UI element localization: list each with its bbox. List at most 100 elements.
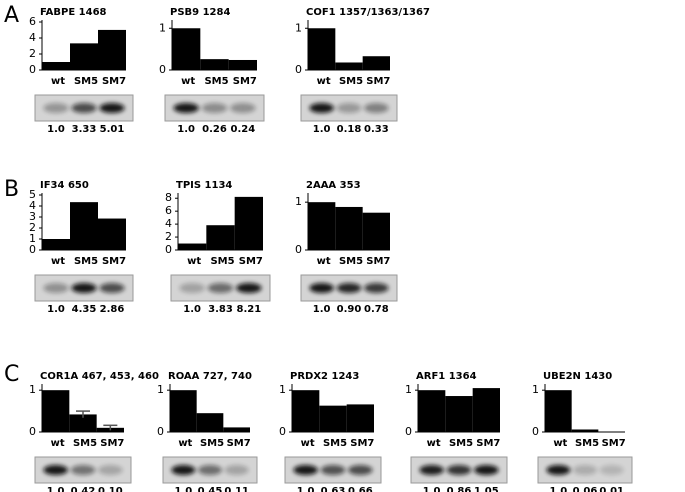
- x-tick-label: wt: [51, 76, 65, 87]
- y-tick-label: 6: [165, 204, 172, 217]
- y-tick-label: 8: [165, 191, 172, 204]
- value-label: 0.33: [364, 124, 389, 135]
- bar: [445, 396, 473, 432]
- value-label: 1.0: [313, 124, 331, 135]
- value-label: 1.0: [47, 304, 65, 315]
- value-label: 1.05: [474, 486, 499, 492]
- bar: [98, 29, 126, 71]
- section-label: B: [4, 177, 19, 202]
- bar: [335, 206, 363, 250]
- blot-band: [309, 103, 334, 113]
- x-tick-label: SM5: [210, 256, 234, 267]
- x-tick-label: wt: [181, 76, 195, 87]
- y-tick-label: 0: [295, 243, 302, 256]
- x-tick-label: wt: [51, 438, 65, 449]
- y-tick-label: 0: [29, 63, 36, 76]
- bar: [98, 218, 126, 250]
- y-tick-label: 1: [29, 232, 36, 245]
- blot-band: [43, 283, 69, 293]
- blot-band: [419, 465, 444, 475]
- bar: [545, 390, 572, 432]
- y-tick-label: 1: [295, 195, 302, 208]
- blot-band: [348, 465, 373, 475]
- bar: [223, 427, 250, 432]
- y-tick-label: 2: [165, 230, 172, 243]
- value-label: 1.0: [549, 486, 567, 492]
- blot-band: [309, 283, 334, 293]
- bar: [308, 28, 336, 70]
- y-tick-label: 0: [29, 243, 36, 256]
- blot-band: [70, 465, 96, 475]
- value-label: 1.0: [297, 486, 315, 492]
- y-tick-label: 4: [165, 217, 172, 230]
- bar: [362, 56, 390, 70]
- y-tick-label: 1: [29, 383, 36, 396]
- y-tick-label: 1: [405, 383, 412, 396]
- y-tick-label: 1: [159, 21, 166, 34]
- y-tick-label: 3: [29, 210, 36, 223]
- value-label: 1.0: [183, 304, 201, 315]
- chart-title: IF34 650: [40, 180, 89, 191]
- chart-title: COR1A 467, 453, 460: [40, 371, 159, 382]
- value-label: 0.26: [202, 124, 227, 135]
- bar: [42, 239, 70, 250]
- y-tick-label: 0: [279, 425, 286, 438]
- x-tick-label: wt: [301, 438, 315, 449]
- blot-band: [207, 283, 234, 293]
- blot-band: [43, 103, 69, 113]
- value-label: 0.90: [337, 304, 362, 315]
- x-tick-label: SM7: [102, 256, 126, 267]
- value-label: 1.0: [313, 304, 331, 315]
- bar: [319, 405, 347, 432]
- x-tick-label: SM5: [339, 256, 363, 267]
- x-tick-label: SM7: [100, 438, 124, 449]
- y-tick-label: 0: [405, 425, 412, 438]
- bar: [308, 202, 336, 250]
- chart-title: ROAA 727, 740: [168, 371, 252, 382]
- blot-band: [171, 465, 196, 475]
- blot-band: [198, 465, 222, 475]
- blot-band: [224, 465, 249, 475]
- x-tick-label: SM5: [200, 438, 224, 449]
- blot-band: [364, 103, 389, 113]
- x-tick-label: SM7: [233, 76, 257, 87]
- blot-band: [573, 465, 597, 475]
- x-tick-label: SM5: [74, 76, 98, 87]
- blot-band: [43, 465, 68, 475]
- blot-band: [71, 283, 97, 293]
- blot-band: [99, 283, 125, 293]
- value-label: 1.0: [423, 486, 441, 492]
- bar: [178, 243, 207, 250]
- x-tick-label: SM7: [350, 438, 374, 449]
- value-label: 1.0: [174, 486, 192, 492]
- value-label: 0.42: [71, 486, 96, 492]
- chart-title: COF1 1357/1363/1367: [306, 7, 430, 18]
- x-tick-label: SM7: [239, 256, 263, 267]
- y-tick-label: 1: [157, 383, 164, 396]
- y-tick-label: 0: [157, 425, 164, 438]
- x-tick-label: SM7: [366, 76, 390, 87]
- bar: [70, 43, 98, 70]
- bar: [234, 196, 263, 250]
- blot-band: [99, 103, 125, 113]
- bar: [206, 225, 235, 250]
- blot-band: [179, 283, 205, 293]
- x-tick-label: SM5: [449, 438, 473, 449]
- x-tick-label: SM7: [227, 438, 251, 449]
- y-tick-label: 0: [295, 63, 302, 76]
- bar: [196, 413, 224, 432]
- x-tick-label: SM5: [339, 76, 363, 87]
- x-tick-label: SM7: [366, 256, 390, 267]
- x-tick-label: SM7: [102, 76, 126, 87]
- value-label: 0.06: [573, 486, 598, 492]
- value-label: 0.66: [348, 486, 373, 492]
- x-tick-label: SM7: [476, 438, 500, 449]
- x-tick-label: wt: [51, 256, 65, 267]
- value-label: 4.35: [72, 304, 97, 315]
- bar: [346, 404, 374, 432]
- blot-band: [201, 103, 228, 113]
- x-tick-label: SM5: [575, 438, 599, 449]
- x-tick-label: wt: [317, 76, 331, 87]
- value-label: 3.33: [72, 124, 97, 135]
- bar: [200, 59, 229, 70]
